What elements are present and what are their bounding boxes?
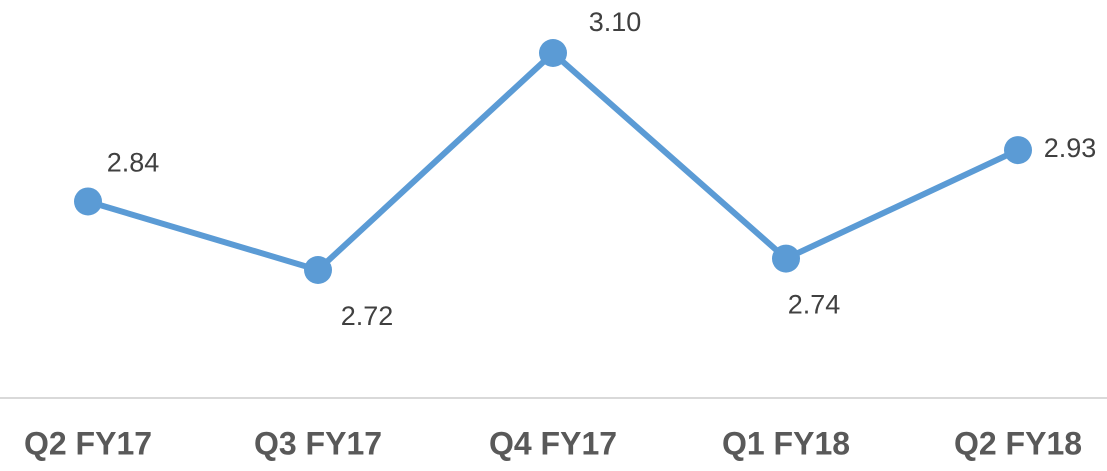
data-point: [74, 187, 102, 216]
data-label: 2.74: [788, 290, 841, 320]
data-label: 2.93: [1044, 133, 1097, 163]
data-label: 3.10: [589, 7, 642, 37]
x-tick-label: Q2 FY18: [954, 425, 1082, 461]
data-point: [304, 256, 332, 284]
data-line: [87, 50, 1020, 273]
data-point: [1004, 136, 1032, 165]
data-point: [772, 244, 800, 273]
data-point: [539, 39, 567, 67]
x-tick-label: Q3 FY17: [254, 425, 382, 461]
data-label: 2.84: [107, 148, 160, 178]
x-tick-label: Q1 FY18: [722, 425, 850, 461]
x-tick-label: Q2 FY17: [24, 425, 152, 461]
x-tick-label: Q4 FY17: [489, 425, 617, 461]
data-label: 2.72: [341, 301, 394, 331]
